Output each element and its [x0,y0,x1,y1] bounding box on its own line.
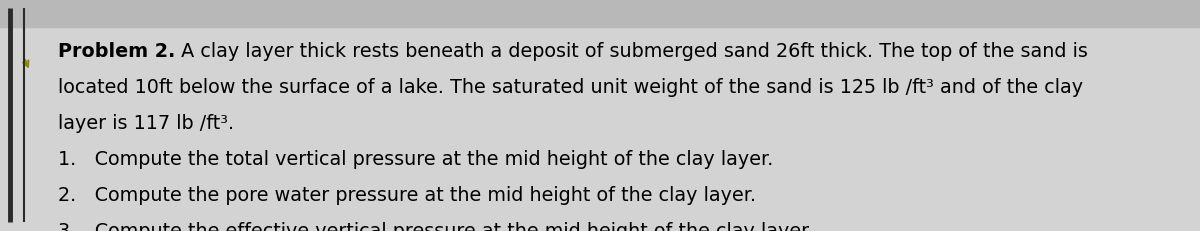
Bar [0,0,1200,28]
Text: layer is 117 lb /ft³.: layer is 117 lb /ft³. [58,113,234,132]
Text: located 10ft below the surface of a lake. The saturated unit weight of the sand : located 10ft below the surface of a lake… [58,77,1082,96]
Text: 2.   Compute the pore water pressure at the mid height of the clay layer.: 2. Compute the pore water pressure at th… [58,185,756,204]
Text: A clay layer thick rests beneath a deposit of submerged sand 26ft thick. The top: A clay layer thick rests beneath a depos… [175,42,1088,61]
Text: 3.   Compute the effective vertical pressure at the mid height of the clay layer: 3. Compute the effective vertical pressu… [58,221,814,231]
Text: Problem 2.: Problem 2. [58,42,175,61]
Text: 1.   Compute the total vertical pressure at the mid height of the clay layer.: 1. Compute the total vertical pressure a… [58,149,773,168]
